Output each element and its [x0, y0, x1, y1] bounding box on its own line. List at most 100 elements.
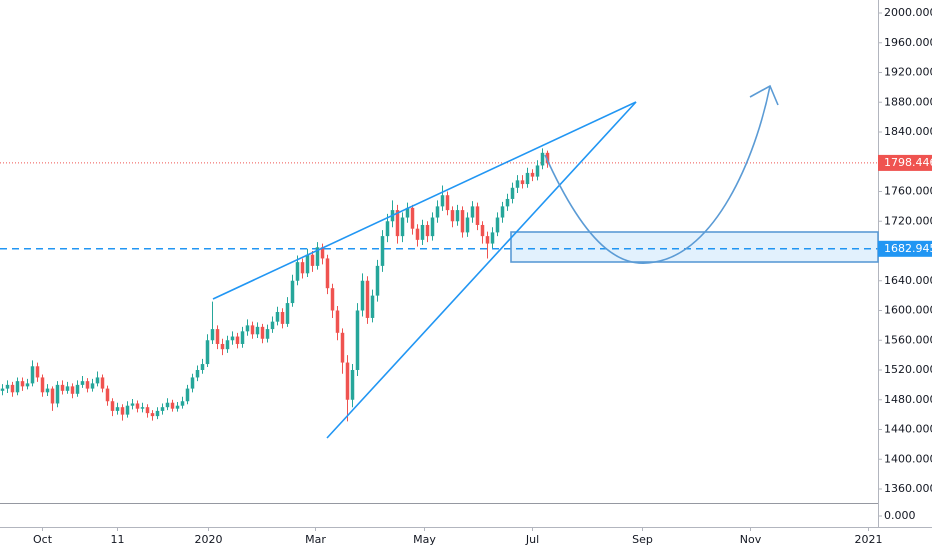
candle-body: [485, 236, 490, 244]
candle-body: [20, 381, 25, 387]
candle-body: [470, 206, 475, 218]
candle-body: [145, 407, 150, 414]
candle-body: [55, 384, 60, 404]
candle-body: [40, 377, 45, 393]
candle-body: [180, 401, 185, 406]
candle-body: [110, 401, 115, 411]
y-tick-label: 1520.000: [884, 363, 932, 376]
price-label: 1798.446: [884, 156, 932, 169]
candle-body: [500, 206, 505, 218]
price-label: 1682.945: [884, 242, 932, 255]
y-tick-label: 1560.000: [884, 333, 932, 346]
target-zone: [510, 231, 879, 263]
candle-body: [405, 207, 410, 218]
candle-body: [355, 310, 360, 370]
candle-body: [250, 325, 255, 335]
candle-body: [95, 377, 100, 384]
price-label-bg: [878, 240, 932, 257]
candle-body: [385, 221, 390, 237]
candle-body: [60, 384, 65, 391]
candle-body: [80, 381, 85, 385]
candle-body: [370, 295, 375, 318]
projection-arrow: [749, 84, 779, 106]
candle-body: [270, 321, 275, 330]
x-tick-label: Mar: [305, 533, 326, 546]
candle-body: [285, 303, 290, 324]
candle-body: [315, 247, 320, 266]
y-tick-label: 1840.000: [884, 125, 932, 138]
candle-body: [230, 336, 235, 341]
candle-body: [395, 210, 400, 237]
candle-body: [490, 232, 495, 244]
candle-body: [155, 410, 160, 417]
candle-body: [535, 165, 540, 177]
price-label-bg: [878, 154, 932, 171]
candle-body: [170, 402, 175, 409]
candle-body: [330, 288, 335, 311]
y-tick-label: 1880.000: [884, 95, 932, 108]
candle-body: [440, 195, 445, 207]
y-tick-label: 0.000: [884, 509, 916, 522]
candle-body: [65, 386, 70, 391]
candle-body: [190, 377, 195, 389]
candle-body: [525, 172, 530, 185]
trendline-lower: [326, 101, 637, 439]
candle-body: [115, 407, 120, 411]
candle-body: [320, 247, 325, 259]
candle-body: [335, 310, 340, 333]
candle-body: [300, 262, 305, 274]
candle-body: [530, 172, 535, 177]
y-tick-label: 1920.000: [884, 66, 932, 79]
candle-body: [325, 258, 330, 289]
candle-body: [75, 384, 80, 394]
x-tick-label: Jul: [525, 533, 539, 546]
candle-body: [545, 152, 550, 164]
candle-body: [375, 265, 380, 296]
candle-body: [415, 228, 420, 240]
y-tick-label: 1400.000: [884, 452, 932, 465]
projection-curve: [544, 85, 771, 265]
candle-body: [185, 388, 190, 402]
y-tick-label: 2000.000: [884, 6, 932, 19]
candle-body: [540, 152, 545, 166]
candle-body: [50, 388, 55, 404]
candle-body: [135, 403, 140, 409]
drawings: [212, 84, 879, 439]
candle-body: [200, 364, 205, 370]
candle-body: [430, 217, 435, 237]
candle-body: [400, 217, 405, 237]
candle-body: [345, 362, 350, 400]
y-tick-label: 1640.000: [884, 274, 932, 287]
candle-body: [380, 236, 385, 266]
candle-body: [505, 198, 510, 207]
candle-body: [260, 326, 265, 339]
candle-body: [210, 329, 215, 341]
candle-body: [480, 224, 485, 237]
candle-body: [305, 254, 310, 274]
candle-body: [15, 381, 20, 393]
candle-body: [220, 343, 225, 350]
candle-body: [235, 336, 240, 344]
candle-body: [130, 403, 135, 406]
candle-body: [445, 195, 450, 211]
candle-body: [120, 407, 125, 415]
y-tick-label: 1440.000: [884, 423, 932, 436]
candle-body: [30, 366, 35, 384]
candle-body: [150, 413, 155, 417]
candle-body: [35, 366, 40, 378]
candle-body: [515, 180, 520, 188]
x-tick-label: Sep: [632, 533, 653, 546]
candle-body: [365, 280, 370, 318]
candle-body: [290, 280, 295, 304]
candle-body: [425, 224, 430, 237]
y-tick-label: 1360.000: [884, 482, 932, 495]
candle-body: [175, 405, 180, 409]
x-tick-label: May: [413, 533, 436, 546]
candle-body: [435, 206, 440, 218]
candle-body: [495, 217, 500, 233]
candle-body: [460, 210, 465, 233]
candle-body: [5, 384, 10, 389]
y-tick-label: 1720.000: [884, 214, 932, 227]
x-tick-label: Oct: [33, 533, 53, 546]
candle-body: [25, 383, 30, 387]
